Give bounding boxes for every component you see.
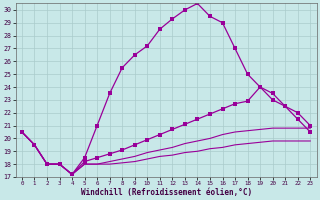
X-axis label: Windchill (Refroidissement éolien,°C): Windchill (Refroidissement éolien,°C) xyxy=(81,188,252,197)
